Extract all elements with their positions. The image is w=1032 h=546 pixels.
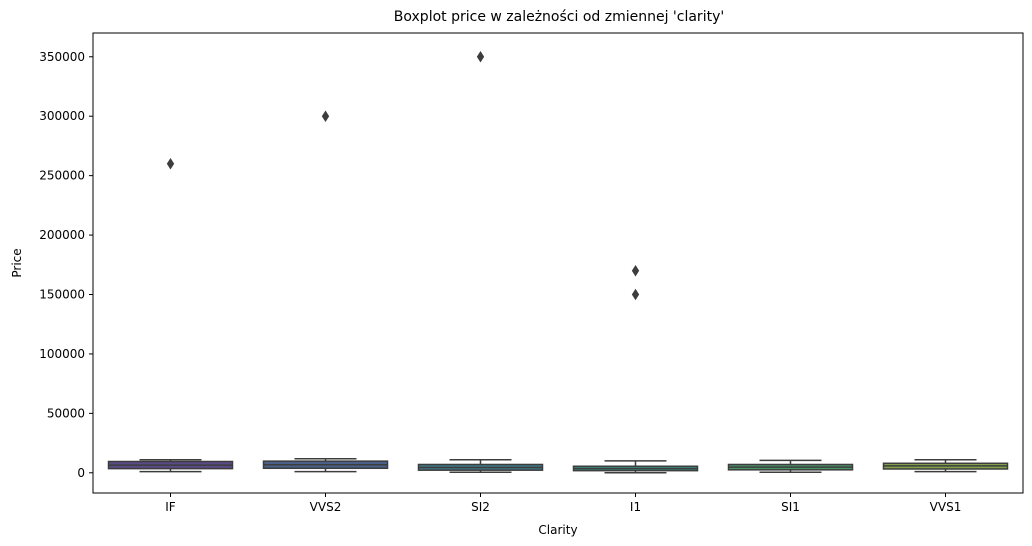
- box-i1: [572, 264, 699, 474]
- x-axis-label: Clarity: [538, 523, 577, 537]
- chart-title: Boxplot price w zależności od zmiennej '…: [394, 9, 724, 25]
- y-tick-label: 150000: [39, 287, 85, 301]
- y-tick-label: 350000: [39, 50, 85, 64]
- outlier-point: [631, 264, 640, 277]
- outlier-point: [321, 110, 330, 122]
- plot-frame: [92, 32, 1024, 494]
- y-tick-label: 0: [77, 466, 85, 480]
- box-vvs2: [262, 110, 389, 473]
- x-axis: IF VVS2 SI2 I1 SI1 VVS1: [165, 493, 961, 514]
- y-axis-label: Price: [10, 248, 24, 277]
- box-if: [107, 158, 234, 473]
- x-tick-label: IF: [165, 500, 176, 514]
- y-tick-label: 250000: [39, 169, 85, 183]
- x-tick-label: SI2: [471, 500, 490, 514]
- y-tick-label: 200000: [39, 228, 85, 242]
- x-tick-label: VVS2: [310, 500, 342, 514]
- box-vvs1: [882, 458, 1009, 473]
- outlier-point: [166, 158, 175, 170]
- x-tick-label: VVS1: [930, 500, 962, 514]
- outlier-point: [476, 51, 485, 63]
- y-axis: 0 50000 100000 150000 200000 250000 300000 3500…: [39, 50, 93, 480]
- y-tick-label: 300000: [39, 109, 85, 123]
- y-tick-label: 50000: [47, 406, 85, 420]
- plot-area: [107, 51, 1009, 474]
- box-si2: [417, 51, 544, 473]
- x-tick-label: SI1: [781, 500, 800, 514]
- box-si1: [727, 459, 854, 473]
- outlier-point: [631, 288, 640, 301]
- x-tick-label: I1: [630, 500, 641, 514]
- y-tick-label: 100000: [39, 347, 85, 361]
